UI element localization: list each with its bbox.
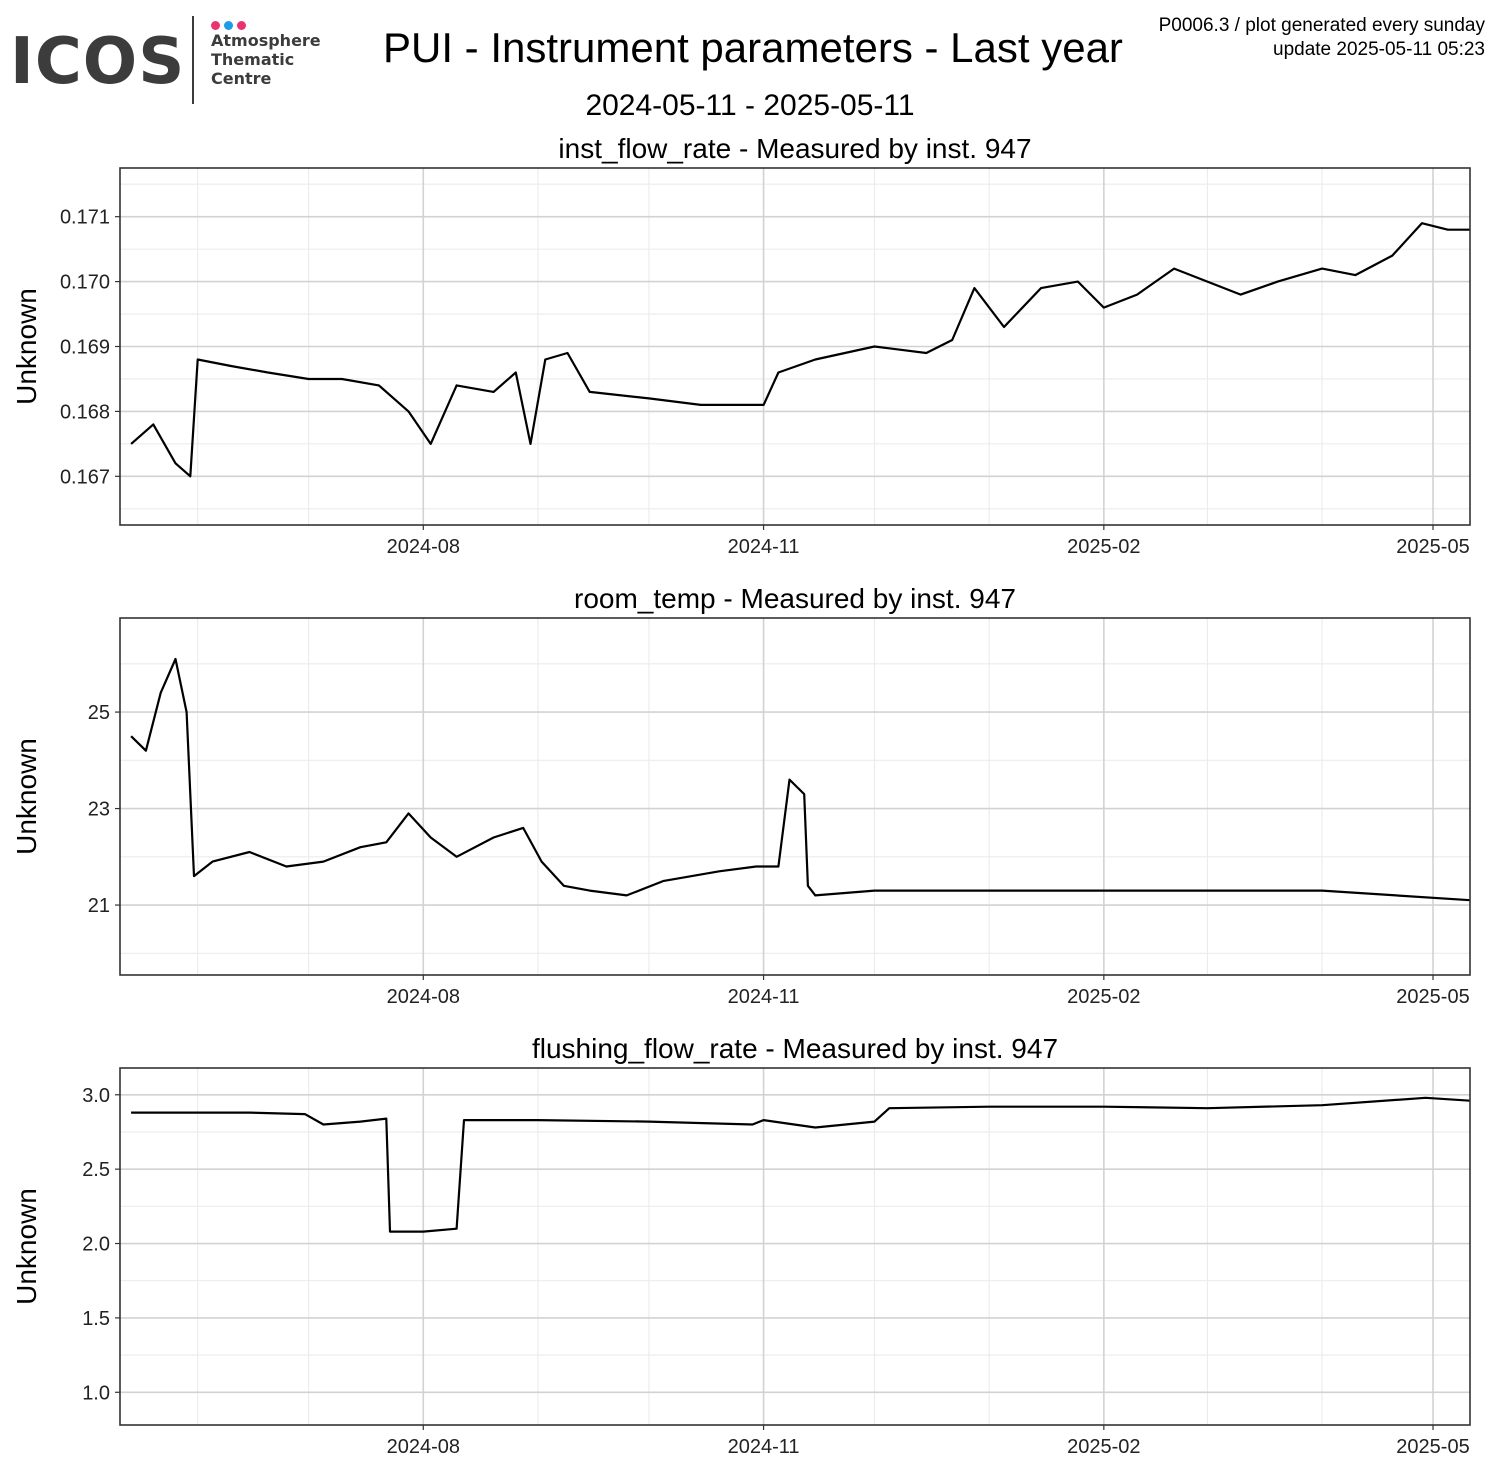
y-tick-label: 1.0 xyxy=(82,1382,110,1404)
page-title: PUI - Instrument parameters - Last year xyxy=(383,24,1123,71)
y-tick-label: 2.5 xyxy=(82,1159,110,1181)
x-tick-label: 2025-05 xyxy=(1396,536,1469,558)
logo-dot xyxy=(224,21,233,30)
logo-wordmark: ICOS xyxy=(10,25,186,99)
chart-title: flushing_flow_rate - Measured by inst. 9… xyxy=(532,1033,1058,1064)
x-tick-label: 2025-05 xyxy=(1396,986,1469,1008)
y-axis-label: Unknown xyxy=(11,738,42,855)
y-axis-label: Unknown xyxy=(11,1188,42,1305)
plot-border xyxy=(119,1067,1471,1426)
x-tick-label: 2024-11 xyxy=(728,1436,800,1458)
chart-title: inst_flow_rate - Measured by inst. 947 xyxy=(558,133,1031,164)
x-tick-label: 2024-11 xyxy=(728,986,800,1008)
plot-id-line: P0006.3 / plot generated every sunday xyxy=(1158,15,1485,36)
logo-subtitle-line: Thematic xyxy=(211,50,295,69)
plot-meta: P0006.3 / plot generated every sunday up… xyxy=(1159,14,1485,62)
x-tick-label: 2025-02 xyxy=(1067,536,1140,558)
x-tick-label: 2025-02 xyxy=(1067,1436,1140,1458)
y-tick-label: 25 xyxy=(88,702,110,724)
logo-dot xyxy=(211,21,220,30)
y-tick-label: 0.169 xyxy=(60,337,110,359)
logo-dot xyxy=(237,21,246,30)
logo-dots xyxy=(211,17,250,30)
logo-subtitle-line: Centre xyxy=(211,69,272,88)
x-tick-label: 2024-11 xyxy=(728,536,800,558)
y-tick-label: 21 xyxy=(88,895,110,917)
room-temp-chart: room_temp - Measured by inst. 947 Unknown… xyxy=(11,583,1471,1008)
chart-panel-room-temp: room_temp - Measured by inst. 947 Unknown… xyxy=(0,582,1500,1032)
icos-logo: ICOS Atmosphere Thematic Centre xyxy=(10,14,330,106)
series-line xyxy=(130,222,1470,478)
y-tick-label: 0.171 xyxy=(60,207,110,229)
x-tick-label: 2024-08 xyxy=(387,986,460,1008)
x-tick-label: 2024-08 xyxy=(387,536,460,558)
flushing-flow-rate-chart: flushing_flow_rate - Measured by inst. 9… xyxy=(11,1033,1471,1458)
update-timestamp: update 2025-05-11 05:23 xyxy=(1273,39,1485,60)
chart-panel-flushing-flow-rate: flushing_flow_rate - Measured by inst. 9… xyxy=(0,1032,1500,1482)
date-range: 2024-05-11 - 2025-05-11 xyxy=(585,89,915,122)
y-tick-label: 0.168 xyxy=(60,401,110,423)
chart-title: room_temp - Measured by inst. 947 xyxy=(574,583,1016,614)
x-tick-label: 2025-05 xyxy=(1396,1436,1469,1458)
y-axis-label: Unknown xyxy=(11,288,42,405)
plot-border xyxy=(119,617,1471,976)
y-tick-label: 0.167 xyxy=(60,466,110,488)
series-line xyxy=(130,657,1471,902)
plot-border xyxy=(119,167,1471,526)
y-tick-label: 1.5 xyxy=(82,1308,110,1330)
y-tick-label: 0.170 xyxy=(60,272,110,294)
logo-subtitle-line: Atmosphere xyxy=(211,31,321,50)
x-tick-label: 2024-08 xyxy=(387,1436,460,1458)
y-tick-label: 23 xyxy=(88,799,110,821)
y-tick-label: 3.0 xyxy=(82,1085,110,1107)
inst-flow-rate-chart: inst_flow_rate - Measured by inst. 947 Un… xyxy=(11,133,1471,558)
logo-separator xyxy=(192,16,194,104)
chart-panel-inst-flow-rate: inst_flow_rate - Measured by inst. 947 Un… xyxy=(0,132,1500,582)
y-tick-label: 2.0 xyxy=(82,1234,110,1256)
x-tick-label: 2025-02 xyxy=(1067,986,1140,1008)
series-line xyxy=(131,1096,1471,1233)
